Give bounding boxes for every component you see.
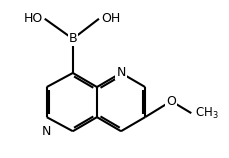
Text: HO: HO [23, 12, 43, 25]
Text: N: N [116, 67, 125, 79]
Text: O: O [166, 95, 175, 108]
Text: N: N [42, 125, 51, 138]
Text: CH$_3$: CH$_3$ [194, 106, 218, 121]
Text: B: B [68, 32, 77, 45]
Text: OH: OH [101, 12, 120, 25]
